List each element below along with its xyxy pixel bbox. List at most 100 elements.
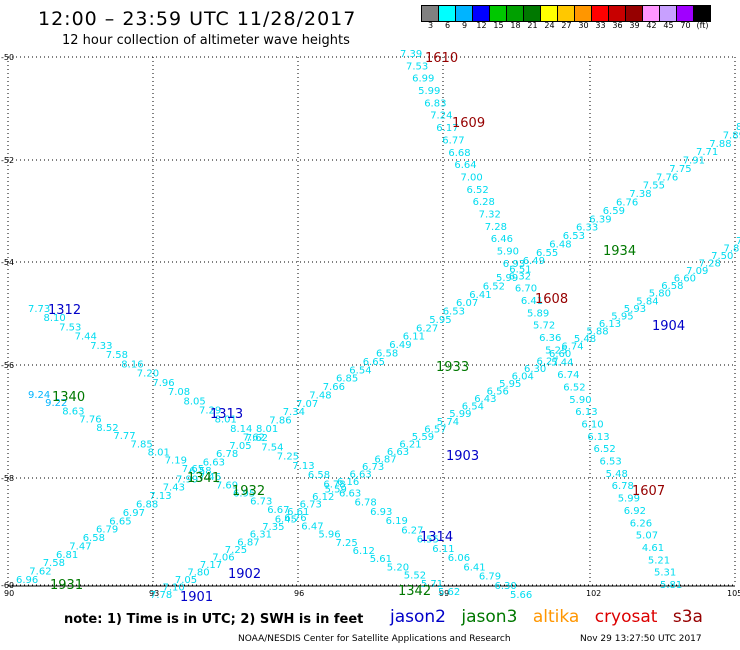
swh-value: 6.19 — [386, 516, 408, 527]
swh-value: 8.20 — [736, 122, 740, 133]
swh-value: 5.89 — [527, 308, 549, 319]
lat-label: -56 — [1, 361, 14, 370]
pass-number-label: 1314 — [420, 530, 453, 545]
swh-value: 7.73 — [28, 304, 50, 315]
map-title: 12:00 – 23:59 UTC 11/28/2017 — [38, 8, 357, 30]
swh-value: 6.68 — [448, 148, 470, 159]
lon-label: 93 — [149, 589, 159, 598]
credit-line: NOAA/NESDIS Center for Satellite Applica… — [238, 634, 511, 644]
swh-value: 5.71 — [421, 579, 443, 590]
swh-value: 6.97 — [123, 508, 145, 519]
swh-value: 6.58 — [308, 470, 330, 481]
swh-value: 8.10 — [44, 313, 66, 324]
pass-number-label: 1934 — [603, 244, 636, 259]
swh-value: 6.63 — [203, 458, 225, 469]
swh-value: 6.59 — [603, 206, 625, 217]
swh-value: 5.44 — [551, 358, 573, 369]
pass-number-label: 1608 — [535, 292, 568, 307]
swh-value: 7.29 — [199, 406, 221, 417]
lat-label: -58 — [1, 474, 14, 483]
swh-value: 5.20 — [387, 562, 409, 573]
swh-value: 6.17 — [436, 123, 458, 134]
colorbar-label: 9 — [461, 21, 468, 30]
swh-value: 7.25 — [336, 538, 358, 549]
swh-value: 7.75 — [669, 164, 691, 175]
lon-label: 99 — [439, 589, 449, 598]
swh-value: 6.27 — [416, 323, 438, 334]
swh-value: 6.58 — [661, 281, 683, 292]
swh-value: 6.63 — [387, 447, 409, 458]
swh-value: 7.13 — [292, 461, 314, 472]
colorbar-swatch — [490, 6, 507, 21]
swh-value: 7.53 — [59, 323, 81, 334]
colorbar-swatch — [422, 6, 439, 21]
lon-label: 102 — [586, 589, 601, 598]
pass-number-label: 1607 — [632, 484, 665, 499]
swh-value: 7.24 — [430, 111, 452, 122]
swh-value: 6.85 — [336, 374, 358, 385]
swh-value: 6.52 — [467, 185, 489, 196]
pass-number-label: 1609 — [452, 116, 485, 131]
colorbar-label: 30 — [578, 21, 589, 30]
legend-altika: altika — [532, 607, 580, 627]
swh-value: 6.78 — [216, 449, 238, 460]
swh-value: 7.50 — [711, 251, 733, 262]
swh-value: 6.54 — [462, 402, 484, 413]
swh-value: 7.10 — [163, 583, 185, 594]
swh-value: 6.65 — [109, 516, 131, 527]
wave-height-tracks: 6.967.627.586.817.476.586.796.656.976.88… — [16, 49, 740, 601]
swh-value: 6.63 — [350, 470, 372, 481]
pass-number-label: 1902 — [228, 567, 261, 582]
swh-value: 6.49 — [389, 340, 411, 351]
swh-value: 7.46 — [199, 472, 221, 483]
colorbar-swatch — [558, 6, 575, 21]
swh-value: 5.95 — [429, 315, 451, 326]
swh-value: 6.30 — [495, 581, 517, 592]
swh-value: 6.51 — [509, 265, 531, 276]
swh-value: 6.63 — [339, 489, 361, 500]
swh-value: 5.99 — [449, 409, 471, 420]
swh-value: 7.66 — [323, 382, 345, 393]
swh-value: 7.89 — [723, 130, 740, 141]
swh-value: 6.73 — [362, 462, 384, 473]
lat-label: -54 — [1, 258, 14, 267]
swh-value: 5.90 — [497, 247, 519, 258]
swh-value: 7.47 — [69, 541, 91, 552]
footer-note: note: 1) Time is in UTC; 2) SWH is in fe… — [64, 612, 364, 627]
swh-value: 6.87 — [374, 454, 396, 465]
swh-value: 7.25 — [225, 545, 247, 556]
swh-value: 8.01 — [215, 415, 237, 426]
swh-value: 7.07 — [296, 399, 318, 410]
swh-value: 5.21 — [648, 555, 670, 566]
swh-value: 6.52 — [483, 281, 505, 292]
lon-label: 105 — [727, 589, 740, 598]
swh-value: 5.90 — [569, 395, 591, 406]
swh-value: 7.39 — [400, 49, 422, 60]
colorbar-label: 36 — [612, 21, 623, 30]
pass-number-label: 1313 — [210, 407, 243, 422]
swh-value: 7.78 — [150, 590, 172, 601]
colorbar-swatch — [439, 6, 456, 21]
swh-value: 6.49 — [523, 256, 545, 267]
swh-value: 6.13 — [587, 432, 609, 443]
swh-value: 6.83 — [424, 98, 446, 109]
swh-value: 6.36 — [539, 333, 561, 344]
lon-label: 90 — [4, 589, 14, 598]
swh-value: 6.04 — [512, 372, 534, 383]
swh-value: 6.07 — [456, 298, 478, 309]
swh-value: 7.69 — [216, 480, 238, 491]
swh-value: 5.62 — [438, 587, 460, 598]
legend-jason3: jason3 — [461, 607, 518, 627]
swh-value: 7.06 — [212, 552, 234, 563]
colorbar-label: 6 — [444, 21, 451, 30]
colorbar-label: (ft) — [696, 21, 709, 30]
pass-number-label: 1610 — [425, 51, 458, 66]
swh-value: 5.25 — [545, 345, 567, 356]
swh-value: 7.76 — [79, 415, 101, 426]
swh-value: 7.53 — [406, 61, 428, 72]
swh-value: 6.93 — [370, 507, 392, 518]
swh-value: 6.10 — [581, 420, 603, 431]
swh-value: 7.58 — [43, 558, 65, 569]
swh-value: 8.05 — [184, 396, 206, 407]
swh-value: 6.52 — [594, 444, 616, 455]
